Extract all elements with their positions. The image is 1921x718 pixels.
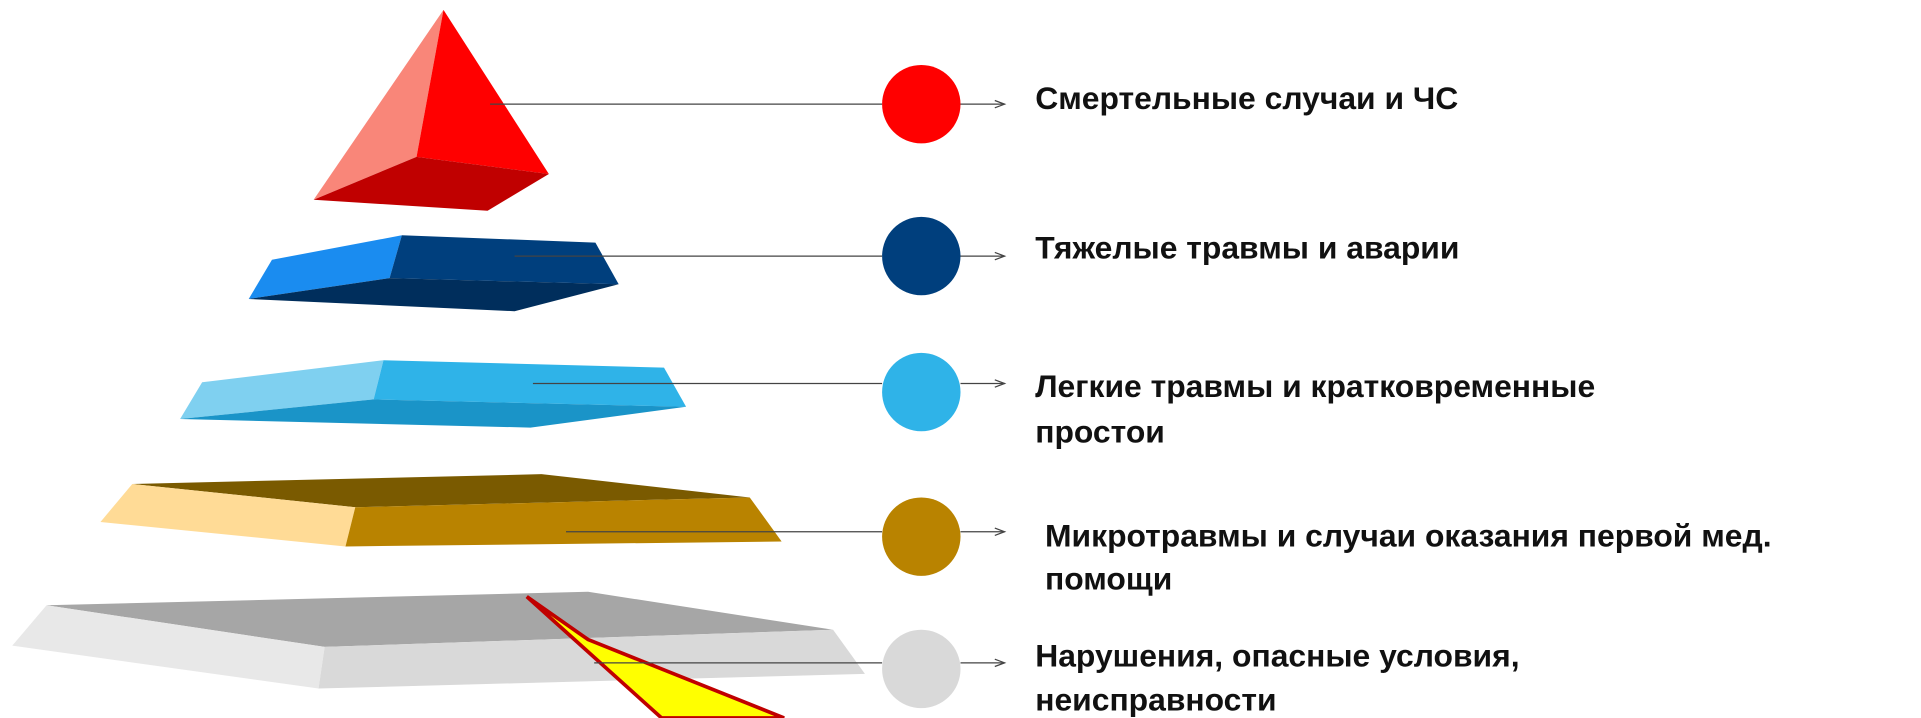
level-label: Легкие травмы и кратковременные <box>1035 368 1595 404</box>
level-5-shape <box>12 592 865 689</box>
level-label: Тяжелые травмы и аварии <box>1035 230 1459 266</box>
level-1-shape <box>314 10 549 211</box>
level-label: неисправности <box>1035 682 1276 718</box>
pyramid-diagram: Смертельные случаи и ЧС Тяжелые травмы и… <box>0 0 1921 718</box>
level-4-shape <box>100 474 781 546</box>
level-3-shape <box>180 360 686 427</box>
level-label: Микротравмы и случаи оказания первой мед… <box>1045 517 1772 553</box>
level-label: Смертельные случаи и ЧС <box>1035 80 1458 116</box>
level-label: простои <box>1035 413 1165 449</box>
level-label: помощи <box>1045 560 1172 596</box>
level-label: Нарушения, опасные условия, <box>1035 638 1519 674</box>
level-2-shape <box>249 235 619 311</box>
page: Смертельные случаи и ЧС Тяжелые травмы и… <box>0 0 1921 718</box>
